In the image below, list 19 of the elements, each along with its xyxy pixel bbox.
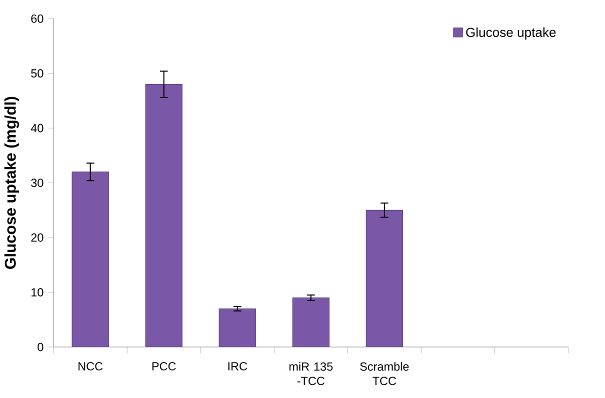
y-tick-label: 30 <box>31 178 44 187</box>
y-tick-label: 20 <box>31 233 44 242</box>
bar <box>292 298 330 348</box>
bar <box>72 172 109 348</box>
y-tick-label: 40 <box>30 124 44 132</box>
x-tick-label: NCC <box>78 362 103 370</box>
y-tick-label: 50 <box>31 69 44 78</box>
x-tick-label: PCC <box>152 362 176 370</box>
x-tick-label: IRC <box>228 362 248 370</box>
bar <box>366 210 403 348</box>
y-tick-label: 0 <box>38 342 44 352</box>
x-tick-label: Scramble TCC <box>360 362 409 386</box>
legend-label: Glucose uptake <box>466 27 556 40</box>
y-axis-title: Glucose uptake (mg/dl) <box>4 96 20 269</box>
x-tick-label: miR 135 -TCC <box>289 362 333 386</box>
bar <box>218 308 256 348</box>
bar <box>145 84 182 348</box>
y-tick-label: 60 <box>31 14 44 23</box>
y-tick-label: 10 <box>32 288 44 296</box>
